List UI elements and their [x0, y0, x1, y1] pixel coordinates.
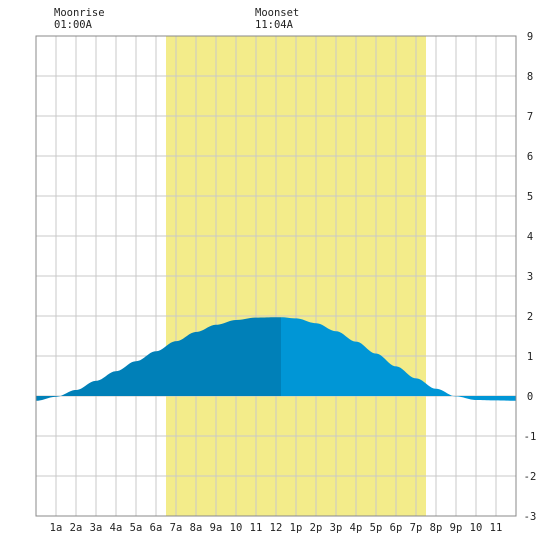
x-tick-label: 6a — [150, 522, 163, 534]
y-tick-label: 2 — [527, 311, 533, 323]
moonrise-title: Moonrise — [54, 7, 105, 19]
y-tick-label: -3 — [524, 511, 537, 523]
x-tick-label: 2a — [70, 522, 83, 534]
x-tick-label: 2p — [310, 522, 323, 534]
x-tick-label: 10 — [470, 522, 483, 534]
moonset-time: 11:04A — [255, 19, 293, 31]
y-tick-label: 3 — [527, 271, 533, 283]
x-tick-label: 12 — [270, 522, 283, 534]
tide-area-falling — [281, 317, 516, 401]
x-tick-label: 9p — [450, 522, 463, 534]
y-tick-label: 9 — [527, 31, 533, 43]
x-tick-label: 6p — [390, 522, 403, 534]
y-tick-label: 8 — [527, 71, 533, 83]
grid-lines — [36, 36, 516, 516]
x-tick-label: 7p — [410, 522, 423, 534]
y-tick-label: -1 — [524, 431, 537, 443]
x-tick-label: 3p — [330, 522, 343, 534]
x-tick-label: 10 — [230, 522, 243, 534]
moonrise-label: Moonrise 01:00A — [54, 7, 105, 31]
y-tick-label: 5 — [527, 191, 533, 203]
x-tick-label: 4p — [350, 522, 363, 534]
moonrise-time: 01:00A — [54, 19, 92, 31]
x-tick-label: 4a — [110, 522, 123, 534]
tide-area-rising — [36, 317, 281, 401]
y-tick-label: 4 — [527, 231, 533, 243]
y-tick-label: 6 — [527, 151, 533, 163]
y-tick-label: 1 — [527, 351, 533, 363]
x-tick-label: 8a — [190, 522, 203, 534]
plot-frame — [35, 35, 517, 517]
y-tick-label: 7 — [527, 111, 533, 123]
x-tick-label: 3a — [90, 522, 103, 534]
x-tick-label: 8p — [430, 522, 443, 534]
x-tick-label: 5a — [130, 522, 143, 534]
x-tick-label: 11 — [250, 522, 263, 534]
y-tick-label: -2 — [524, 471, 537, 483]
x-tick-label: 5p — [370, 522, 383, 534]
moonset-title: Moonset — [255, 7, 300, 19]
x-tick-label: 1a — [50, 522, 63, 534]
y-axis-labels: 9 8 7 6 5 4 3 2 1 0 -1 -2 -3 — [524, 31, 537, 523]
x-tick-label: 7a — [170, 522, 183, 534]
x-tick-label: 9a — [210, 522, 223, 534]
x-tick-label: 11 — [490, 522, 503, 534]
x-tick-label: 1p — [290, 522, 303, 534]
moonset-label: Moonset 11:04A — [255, 7, 299, 31]
x-axis-labels: 1a 2a 3a 4a 5a 6a 7a 8a 9a 10 11 12 1p 2p 3p 4p 5p 6p 7p 8p… — [50, 522, 503, 534]
y-tick-label: 0 — [527, 391, 533, 403]
